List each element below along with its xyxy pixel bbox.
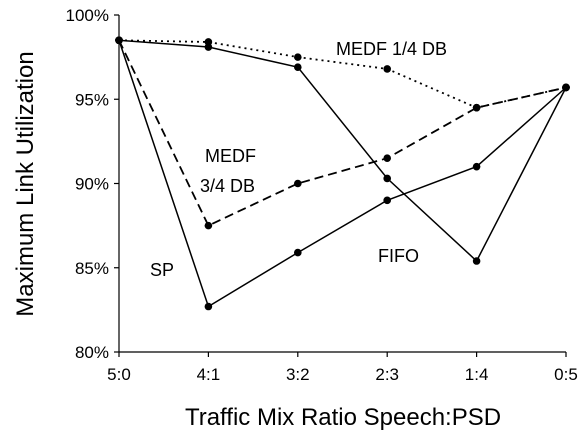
x-axis-title: Traffic Mix Ratio Speech:PSD — [185, 404, 501, 431]
data-point-medf-1-4-db — [383, 65, 392, 73]
y-tick-label: 85% — [75, 259, 109, 278]
series-line-sp — [118, 40, 567, 308]
x-tick-label: 0:5 — [554, 365, 578, 384]
x-tick-label: 4:1 — [197, 365, 221, 384]
annotation-fifo: FIFO — [378, 246, 419, 266]
data-point-fifo — [383, 174, 392, 183]
y-tick-label: 80% — [75, 343, 109, 362]
data-point-medf-1-4-db — [562, 83, 570, 92]
y-tick-label: 90% — [75, 175, 109, 194]
annotation-medf: MEDF — [205, 146, 256, 166]
y-tick-label: 95% — [75, 90, 109, 109]
annotation-medf-1-4-db: MEDF 1/4 DB — [336, 39, 447, 59]
data-point-sp — [383, 196, 392, 205]
data-point-fifo — [294, 63, 302, 72]
data-point-sp — [472, 162, 481, 171]
y-axis-title: Maximum Link Utilization — [12, 51, 39, 316]
series-lines — [118, 39, 567, 308]
data-point-medf-1-4-db — [472, 103, 481, 112]
data-point-sp — [294, 248, 302, 257]
data-point-medf-1-4-db — [204, 38, 213, 46]
data-point-medf-1-4-db — [294, 53, 302, 61]
data-point-medf-3-4-db — [383, 154, 392, 163]
data-point-medf-3-4-db — [204, 221, 213, 230]
x-tick-label: 1:4 — [465, 365, 489, 384]
data-point-fifo — [472, 257, 481, 265]
axes: 80% 85% 90% 95% 100% 5:0 4:1 3:2 2:3 1:4 0:5 — [66, 6, 578, 384]
annotations: MEDF 1/4 DB MEDF 3/4 DB SP FIFO — [150, 39, 447, 280]
annotation-sp: SP — [150, 260, 174, 280]
x-tick-label: 5:0 — [107, 365, 131, 384]
data-point-medf-1-4-db — [115, 36, 123, 45]
annotation-3-4-db: 3/4 DB — [200, 176, 255, 196]
data-points — [115, 36, 570, 311]
series-line-fifo — [118, 39, 567, 263]
y-tick-label: 100% — [66, 6, 109, 25]
data-point-sp — [204, 302, 213, 311]
x-tick-label: 2:3 — [375, 365, 399, 384]
series-line-medf-3-4-db — [118, 39, 567, 227]
x-tick-label: 3:2 — [286, 365, 310, 384]
data-point-medf-3-4-db — [294, 179, 302, 188]
